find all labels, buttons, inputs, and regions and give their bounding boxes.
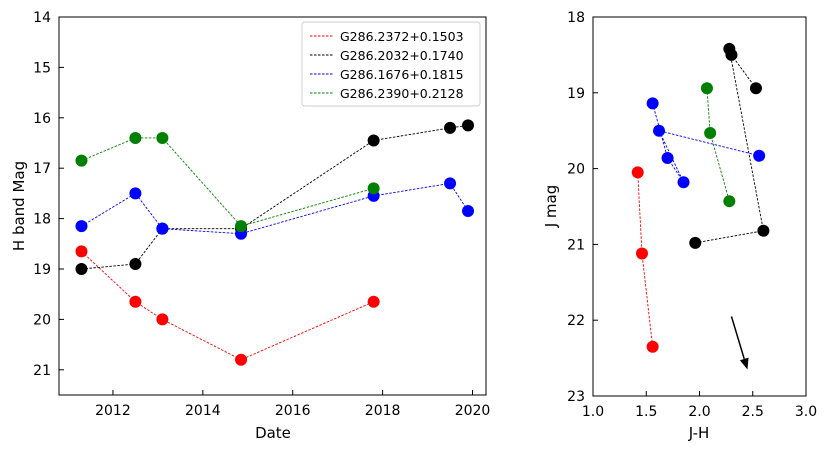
x-tick-label: 2.0 <box>688 404 710 420</box>
series-line-3 <box>81 137 374 227</box>
data-point-1-1 <box>129 257 142 270</box>
x-tick-label: 2014 <box>185 403 221 419</box>
data-point-2-3 <box>653 124 666 137</box>
reddening-arrow-head <box>739 357 749 370</box>
h-band-light-curve-panel: 2012 2014 2016 2018 2020 14 15 16 17 18 19 20 21 Dat… <box>10 10 490 442</box>
data-point-1-4 <box>367 134 380 147</box>
data-point-3-0 <box>700 82 713 95</box>
series-line-1 <box>695 48 764 244</box>
legend-label-2: G286.1676+0.1815 <box>340 67 464 82</box>
y-tick-label: 21 <box>33 363 51 379</box>
data-point-2-2 <box>156 222 169 235</box>
data-point-1-0 <box>75 263 88 275</box>
x-tick-label: 2016 <box>275 403 311 419</box>
data-point-3-2 <box>156 131 169 144</box>
y-tick-label: 22 <box>567 313 585 329</box>
data-point-2-5 <box>444 177 457 190</box>
data-point-3-0 <box>75 154 88 167</box>
data-point-0-3 <box>235 353 248 366</box>
y-tick-label: 14 <box>33 10 51 26</box>
data-point-3-2 <box>723 195 736 208</box>
x-tick-label: 3.0 <box>795 404 817 420</box>
y-tick-label: 20 <box>33 312 51 328</box>
data-point-2-1 <box>661 151 674 164</box>
data-point-1-5 <box>444 121 457 134</box>
x-axis-label: J-H <box>688 424 710 442</box>
data-point-3-1 <box>129 131 142 144</box>
y-axis-label: H band Mag <box>10 161 28 251</box>
data-point-3-3 <box>235 220 248 233</box>
color-magnitude-panel: 1.0 1.5 2.0 2.5 3.0 18 19 20 21 22 23 J-H J mag <box>542 10 817 442</box>
legend-frame <box>301 21 481 107</box>
legend-label-0: G286.2372+0.1503 <box>340 29 464 44</box>
data-point-1-0 <box>689 236 702 249</box>
legend: G286.2372+0.1503 G286.2032+0.1740 G286.1… <box>301 21 481 107</box>
data-point-2-0 <box>75 220 88 233</box>
x-tick-label: 2.5 <box>742 404 764 420</box>
reddening-arrow-shaft <box>730 316 745 360</box>
legend-label-3: G286.2390+0.2128 <box>340 86 464 101</box>
y-tick-label: 20 <box>567 162 585 178</box>
data-point-2-6 <box>462 205 475 218</box>
y-tick-label: 18 <box>567 10 585 26</box>
data-point-0-0 <box>631 166 644 179</box>
x-tick-label: 2020 <box>455 403 491 419</box>
y-tick-label: 23 <box>567 389 585 405</box>
x-tick-label: 1.5 <box>635 404 657 420</box>
data-point-0-1 <box>129 295 142 308</box>
data-point-2-1 <box>129 187 142 200</box>
data-point-2-0 <box>646 97 659 110</box>
series-line-2 <box>652 103 760 183</box>
data-point-1-6 <box>462 119 475 132</box>
data-point-0-2 <box>646 340 659 353</box>
data-point-1-4 <box>749 82 762 95</box>
y-tick-label: 19 <box>567 86 585 102</box>
x-tick-label: 2018 <box>365 403 401 419</box>
x-axis-label: Date <box>255 424 291 442</box>
y-tick-label: 18 <box>33 212 51 228</box>
data-point-0-4 <box>367 295 380 308</box>
y-tick-label: 17 <box>33 161 51 177</box>
series-line-3 <box>706 88 730 202</box>
x-tick-label: 1.0 <box>582 404 604 420</box>
series-line-0 <box>81 251 374 361</box>
y-axis-label: J mag <box>542 185 560 229</box>
y-tick-label: 15 <box>33 60 51 76</box>
legend-label-1: G286.2032+0.1740 <box>340 48 464 63</box>
plot-frame <box>592 16 807 397</box>
y-tick-label: 19 <box>33 262 51 278</box>
y-tick-label: 21 <box>567 237 585 253</box>
data-point-1-1 <box>757 224 770 237</box>
data-point-2-4 <box>753 149 766 162</box>
plot-frame <box>58 16 487 396</box>
y-tick-label: 16 <box>33 111 51 127</box>
data-point-3-4 <box>367 182 380 195</box>
x-tick-label: 2012 <box>95 403 131 419</box>
series-line-0 <box>637 172 654 347</box>
data-point-1-3 <box>725 48 738 61</box>
data-point-0-2 <box>156 313 169 326</box>
data-point-0-0 <box>75 245 88 258</box>
data-point-0-1 <box>635 247 648 260</box>
data-point-3-1 <box>704 126 717 139</box>
data-point-2-2 <box>677 176 690 189</box>
